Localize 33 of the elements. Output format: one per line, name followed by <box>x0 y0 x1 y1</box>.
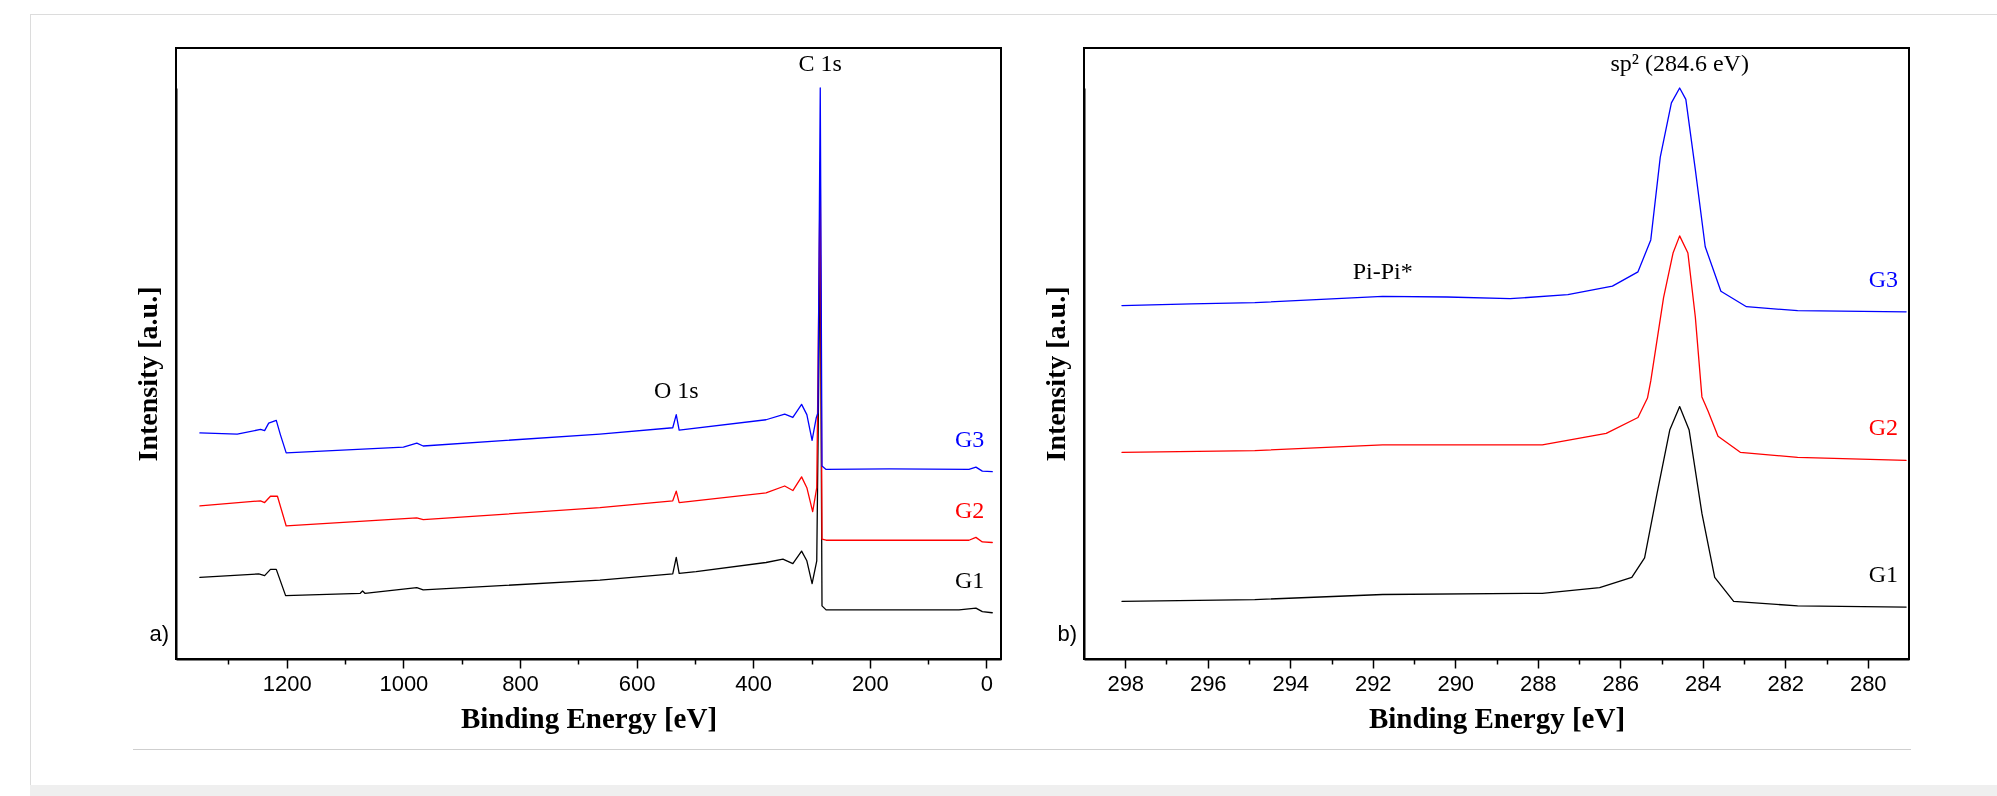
annotation: C 1s <box>798 50 842 76</box>
x-tick-label: 294 <box>1272 670 1310 696</box>
x-tick-label: 1200 <box>262 670 312 696</box>
x-tick-label: 0 <box>980 670 994 696</box>
text: b) <box>1057 621 1077 646</box>
annotation: sp² (284.6 eV) <box>1610 50 1749 76</box>
x-tick-label: 400 <box>735 670 773 696</box>
x-tick-label: 800 <box>502 670 539 696</box>
x-tick-label: 280 <box>1849 670 1887 696</box>
y-axis-title: Intensity [a.u.] <box>131 286 163 462</box>
x-tick-label: 200 <box>851 670 889 696</box>
series-label: G1 <box>1868 561 1899 588</box>
x-axis-title: Binding Energy [eV] <box>1368 701 1626 734</box>
x-tick-label: 298 <box>1107 670 1145 696</box>
annotation: Pi-Pi* <box>1352 258 1413 285</box>
x-tick-label: 286 <box>1602 670 1640 696</box>
x-tick-label: 600 <box>618 670 656 696</box>
x-tick-label: 296 <box>1189 670 1227 696</box>
annotation: O 1s <box>653 376 699 403</box>
y-axis-title: Intensity [a.u.] <box>1039 286 1071 462</box>
x-tick-label: 288 <box>1519 670 1557 696</box>
x-axis-title: Binding Energy [eV] <box>460 701 718 734</box>
x-tick-label: 1000 <box>379 670 429 696</box>
series-label: G2 <box>1868 414 1899 441</box>
series-label: G3 <box>1868 265 1899 292</box>
series-label: G1 <box>954 566 985 593</box>
x-tick-label: 284 <box>1684 670 1722 696</box>
series-label: G2 <box>954 496 985 523</box>
x-tick-label: 292 <box>1354 670 1392 696</box>
text: a) <box>149 621 169 646</box>
series-label: G3 <box>954 425 985 452</box>
x-tick-label: 282 <box>1767 670 1805 696</box>
x-tick-label: 290 <box>1437 670 1475 696</box>
